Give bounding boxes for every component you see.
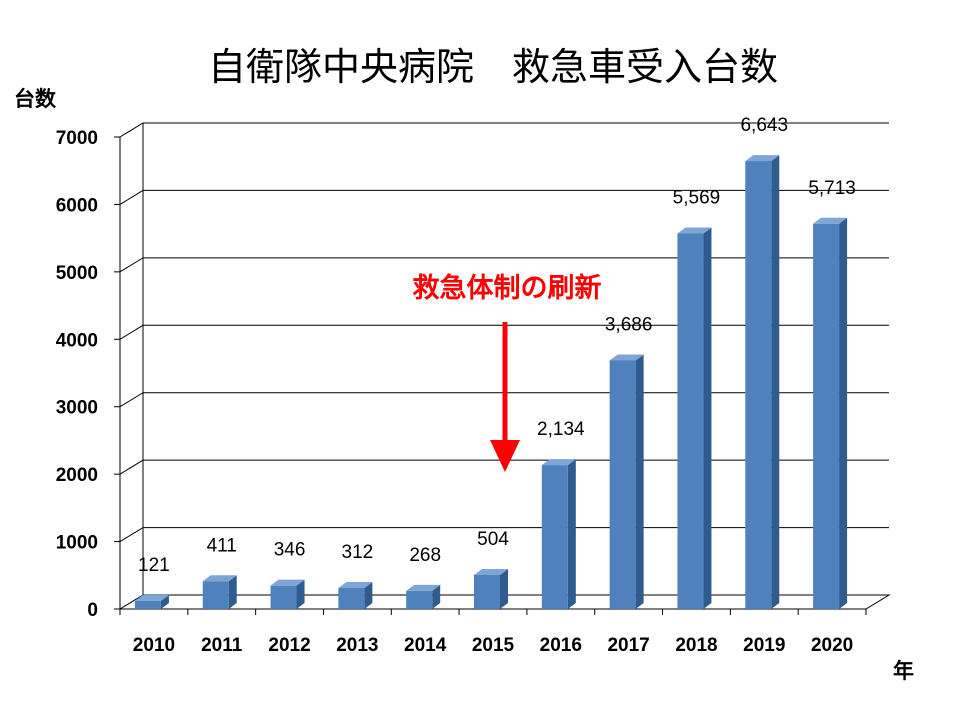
bar-side: [635, 354, 644, 609]
x-tick-label: 2012: [268, 635, 310, 656]
bar-top: [474, 569, 508, 576]
x-tick-label: 2019: [743, 635, 785, 656]
bar-2016: [541, 459, 576, 609]
gridline: [119, 324, 889, 340]
data-label: 312: [342, 542, 374, 563]
bar-front: [202, 581, 229, 609]
bar-top: [745, 155, 780, 162]
bar-front: [270, 585, 297, 609]
x-tick-label: 2016: [540, 635, 582, 656]
bar-side: [839, 217, 848, 609]
y-tick-label: 5000: [56, 263, 98, 284]
bar-side: [703, 227, 712, 609]
bar-front: [813, 223, 840, 609]
bar-front: [134, 600, 161, 609]
bar-top: [813, 217, 848, 224]
bar-2012: [270, 579, 305, 609]
gridline: [119, 122, 889, 138]
data-label: 2,134: [537, 419, 585, 440]
data-label: 6,643: [740, 115, 788, 136]
y-tick-labels: 0 1000 2000 3000 4000 5000 6000 7000: [56, 128, 98, 621]
bar-front: [745, 161, 772, 609]
bar-front: [677, 233, 704, 609]
x-tick-labels: 2010 2011 2012 2013 2014 2015 2016 2017 2018 2019…: [133, 635, 853, 656]
bar-side: [296, 579, 305, 609]
data-label: 346: [274, 540, 306, 561]
bar-2013: [338, 581, 373, 609]
bar-side: [500, 569, 508, 609]
bar-front: [609, 360, 636, 609]
data-label: 504: [477, 529, 509, 550]
data-label: 121: [138, 555, 170, 576]
chart-title: 自衛隊中央病院 救急車受入台数: [208, 45, 778, 89]
bar-top: [270, 579, 305, 586]
x-tick-label: 2015: [472, 635, 515, 656]
data-label: 3,686: [605, 314, 653, 335]
bar-side: [432, 584, 441, 609]
data-label: 5,569: [673, 187, 721, 208]
y-tick-label: 4000: [56, 330, 98, 351]
bar-front: [406, 590, 433, 609]
bar-2017: [609, 354, 644, 609]
annotation-arrow-head: [490, 440, 520, 472]
x-tick-label: 2013: [336, 635, 378, 656]
x-axis-label: 年: [893, 659, 914, 683]
bar-2011: [202, 575, 237, 609]
y-tick-label: 0: [87, 600, 98, 621]
bar-top: [134, 594, 169, 601]
bar-front: [474, 575, 500, 609]
y-axis-label: 台数: [14, 87, 57, 111]
bar-side: [567, 459, 576, 609]
bar-2020: [813, 217, 848, 609]
x-tick-label: 2011: [201, 635, 243, 656]
x-tick-label: 2018: [675, 635, 717, 656]
bar-side: [228, 575, 237, 609]
gridline: [119, 189, 889, 205]
y-tick-label: 6000: [56, 195, 98, 216]
y-tick-label: 7000: [56, 128, 98, 149]
x-tick-label: 2017: [607, 635, 649, 656]
bar-top: [406, 584, 441, 591]
y-tick-label: 1000: [56, 533, 98, 554]
bar-2014: [406, 584, 441, 609]
annotation: 救急体制の刷新: [413, 272, 602, 472]
bar-side: [771, 155, 780, 609]
gridline: [119, 257, 889, 273]
gridlines: [114, 122, 891, 615]
y-tick-label: 2000: [56, 465, 98, 486]
bar-top: [338, 581, 373, 588]
x-tick-label: 2014: [404, 635, 447, 656]
bar-2019: [745, 155, 780, 609]
y-tick-label: 3000: [56, 398, 98, 419]
x-tick-label: 2020: [811, 635, 853, 656]
bar-front: [338, 587, 365, 609]
bar-2010: [134, 594, 169, 609]
bar-top: [609, 354, 644, 361]
bars: 121 411 346 312 268 504 2,134 3,686 5,569 6,643 5,…: [134, 115, 856, 609]
data-label: 268: [409, 545, 441, 566]
data-label: 5,713: [808, 178, 856, 199]
bar-top: [677, 227, 712, 234]
x-tick-label: 2010: [133, 635, 175, 656]
bar-top: [202, 575, 237, 582]
bar-2018: [677, 227, 712, 609]
bar-top: [541, 459, 576, 466]
bar-side: [160, 594, 169, 609]
bar-2015: [474, 569, 508, 609]
data-label: 411: [207, 535, 237, 556]
bar-front: [541, 465, 568, 609]
bar-side: [364, 581, 373, 609]
annotation-text: 救急体制の刷新: [413, 272, 602, 304]
